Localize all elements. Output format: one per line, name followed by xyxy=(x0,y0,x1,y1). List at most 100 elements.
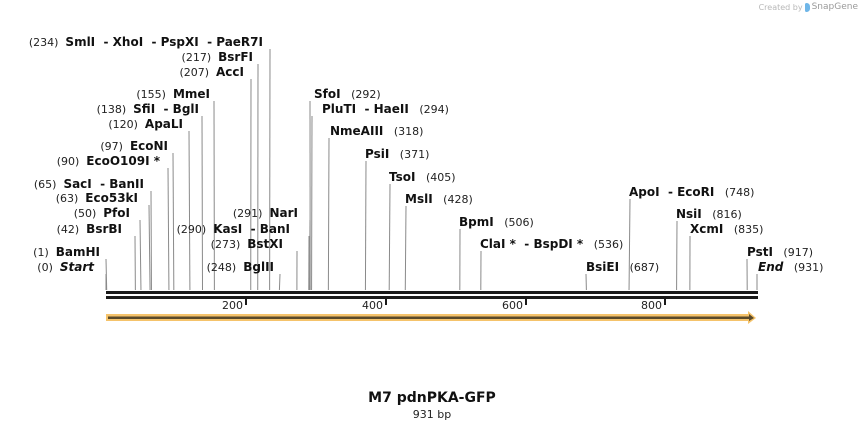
svg-text:PstI (917): PstI (917) xyxy=(747,245,813,259)
cut-position: (65) xyxy=(34,178,64,191)
cut-position: (318) xyxy=(383,125,423,138)
cut-site-label[interactable]: (290) KasI - BanI xyxy=(177,222,290,236)
cut-site-label[interactable]: (50) PfoI xyxy=(74,206,130,220)
enzyme-name: End xyxy=(758,260,784,274)
cut-site-label[interactable]: (90) EcoO109I * xyxy=(57,154,161,168)
cut-site-label[interactable]: (63) Eco53kI xyxy=(56,191,138,205)
cut-site-label[interactable]: (0) Start xyxy=(37,260,95,274)
svg-text:(155) MmeI: (155) MmeI xyxy=(136,87,210,101)
svg-text:(65) SacI - BanII: (65) SacI - BanII xyxy=(34,177,144,191)
svg-text:(207) AccI: (207) AccI xyxy=(179,65,244,79)
cut-position: (217) xyxy=(182,51,219,64)
cut-site-label[interactable]: (138) SfiI - BglI xyxy=(97,102,199,116)
enzyme-name: MslI xyxy=(405,192,433,206)
cut-site-label[interactable]: SfoI (292) xyxy=(314,87,381,101)
svg-text:(97) EcoNI: (97) EcoNI xyxy=(100,139,168,153)
enzyme-name: ClaI * - BspDI * xyxy=(480,237,584,251)
cut-site-label[interactable]: NsiI (816) xyxy=(676,207,742,221)
enzyme-name: PsiI xyxy=(365,147,389,161)
enzyme-name: BstXI xyxy=(247,237,283,251)
cut-site-label[interactable]: BsiEI (687) xyxy=(586,260,659,274)
enzyme-name: BglII xyxy=(243,260,274,274)
cut-position: (294) xyxy=(409,103,449,116)
svg-text:PsiI (371): PsiI (371) xyxy=(365,147,429,161)
cut-position: (1) xyxy=(33,246,56,259)
svg-text:(234) SmlI - XhoI - PspXI: (234) SmlI - XhoI - PspXI - PaeR7I xyxy=(29,35,263,49)
cut-position: (273) xyxy=(211,238,248,251)
cut-position: (207) xyxy=(179,66,216,79)
feature-arrow[interactable] xyxy=(106,311,756,324)
cut-site-label[interactable]: (65) SacI - BanII xyxy=(34,177,144,191)
cut-position: (506) xyxy=(494,216,534,229)
ruler-ticks: 200 400 600 800 xyxy=(222,298,666,312)
cut-site-label[interactable]: PstI (917) xyxy=(747,245,813,259)
cut-site-label[interactable]: TsoI (405) xyxy=(389,170,456,184)
cut-site-line xyxy=(364,160,367,291)
snapgene-credit: Created by SnapGene xyxy=(759,2,858,12)
svg-text:XcmI (835): XcmI (835) xyxy=(690,222,763,236)
svg-text:NsiI (816): NsiI (816) xyxy=(676,207,742,221)
credit-prefix: Created by xyxy=(758,2,803,12)
cut-site-label[interactable]: (217) BsrFI xyxy=(182,50,253,64)
cut-site-label[interactable]: (42) BsrBI xyxy=(57,222,122,236)
cut-position: (917) xyxy=(773,246,813,259)
cut-site-label[interactable]: (273) BstXI xyxy=(211,237,283,251)
enzyme-name: ApaLI xyxy=(145,117,183,131)
enzyme-name: SfoI xyxy=(314,87,341,101)
enzyme-name: EcoO109I * xyxy=(86,154,160,168)
cut-site-label[interactable]: (97) EcoNI xyxy=(100,139,168,153)
tick-label: 800 xyxy=(641,299,662,312)
svg-text:(120) ApaLI: (120) ApaLI xyxy=(108,117,183,131)
svg-text:(90) EcoO109I *: (90) EcoO109I * xyxy=(57,154,161,168)
cut-position: (234) xyxy=(29,36,66,49)
cut-site-label[interactable]: PsiI (371) xyxy=(365,147,429,161)
cut-site-label[interactable]: End (931) xyxy=(758,260,823,274)
cut-site-label[interactable]: (248) BglII xyxy=(207,260,274,274)
enzyme-name: KasI - BanI xyxy=(213,222,290,236)
svg-text:NmeAIII (318): NmeAIII (318) xyxy=(330,124,423,138)
snapgene-logo-icon xyxy=(804,2,810,12)
cut-site-label[interactable]: ClaI * - BspDI * (536) xyxy=(480,237,623,251)
cut-site-label[interactable]: NmeAIII (318) xyxy=(330,124,423,138)
enzyme-name: NmeAIII xyxy=(330,124,383,138)
tick-label: 200 xyxy=(222,299,243,312)
cut-site-label[interactable]: ApoI - EcoRI (748) xyxy=(629,185,754,199)
cut-site-line xyxy=(148,204,151,291)
cut-site-label[interactable]: (155) MmeI xyxy=(136,87,210,101)
svg-text:BsiEI (687): BsiEI (687) xyxy=(586,260,659,274)
cut-site-label[interactable]: (1) BamHI xyxy=(33,245,100,259)
cut-position: (90) xyxy=(57,155,87,168)
cut-site-label[interactable]: (234) SmlI - XhoI - PspXI - PaeR7I xyxy=(29,35,263,49)
cut-site-label[interactable]: PluTI - HaeII (294) xyxy=(322,102,449,116)
cut-position: (428) xyxy=(433,193,473,206)
cut-site-label[interactable]: (291) NarI xyxy=(233,206,298,220)
cut-site-label[interactable]: (120) ApaLI xyxy=(108,117,183,131)
enzyme-name: BpmI xyxy=(459,215,494,229)
enzyme-name: PfoI xyxy=(103,206,130,220)
cut-site-line xyxy=(628,198,631,291)
cut-position: (63) xyxy=(56,192,86,205)
cut-position: (405) xyxy=(415,171,455,184)
svg-text:ApoI - EcoRI (748): ApoI - EcoRI (748) xyxy=(629,185,754,199)
sequence-title: M7 pdnPKA-GFP xyxy=(368,390,496,406)
cut-position: (97) xyxy=(100,140,130,153)
cut-site-label[interactable]: (207) AccI xyxy=(179,65,244,79)
enzyme-name: NsiI xyxy=(676,207,702,221)
feature-arrowhead-icon xyxy=(749,314,754,321)
svg-text:MslI (428): MslI (428) xyxy=(405,192,473,206)
enzyme-name: NarI xyxy=(269,206,298,220)
svg-text:(0) Start: (0) Start xyxy=(37,260,95,274)
cut-site-label[interactable]: MslI (428) xyxy=(405,192,473,206)
cut-site-label[interactable]: BpmI (506) xyxy=(459,215,534,229)
cut-position: (931) xyxy=(783,261,823,274)
cut-site-line xyxy=(139,219,142,291)
dna-backbone xyxy=(106,291,758,299)
svg-text:(63) Eco53kI: (63) Eco53kI xyxy=(56,191,138,205)
enzyme-name: BsiEI xyxy=(586,260,619,274)
svg-text:(273) BstXI: (273) BstXI xyxy=(211,237,283,251)
enzyme-name: BamHI xyxy=(56,245,100,259)
cut-site-line xyxy=(404,205,407,291)
cut-site-label[interactable]: XcmI (835) xyxy=(690,222,763,236)
cut-site-line xyxy=(188,130,191,291)
